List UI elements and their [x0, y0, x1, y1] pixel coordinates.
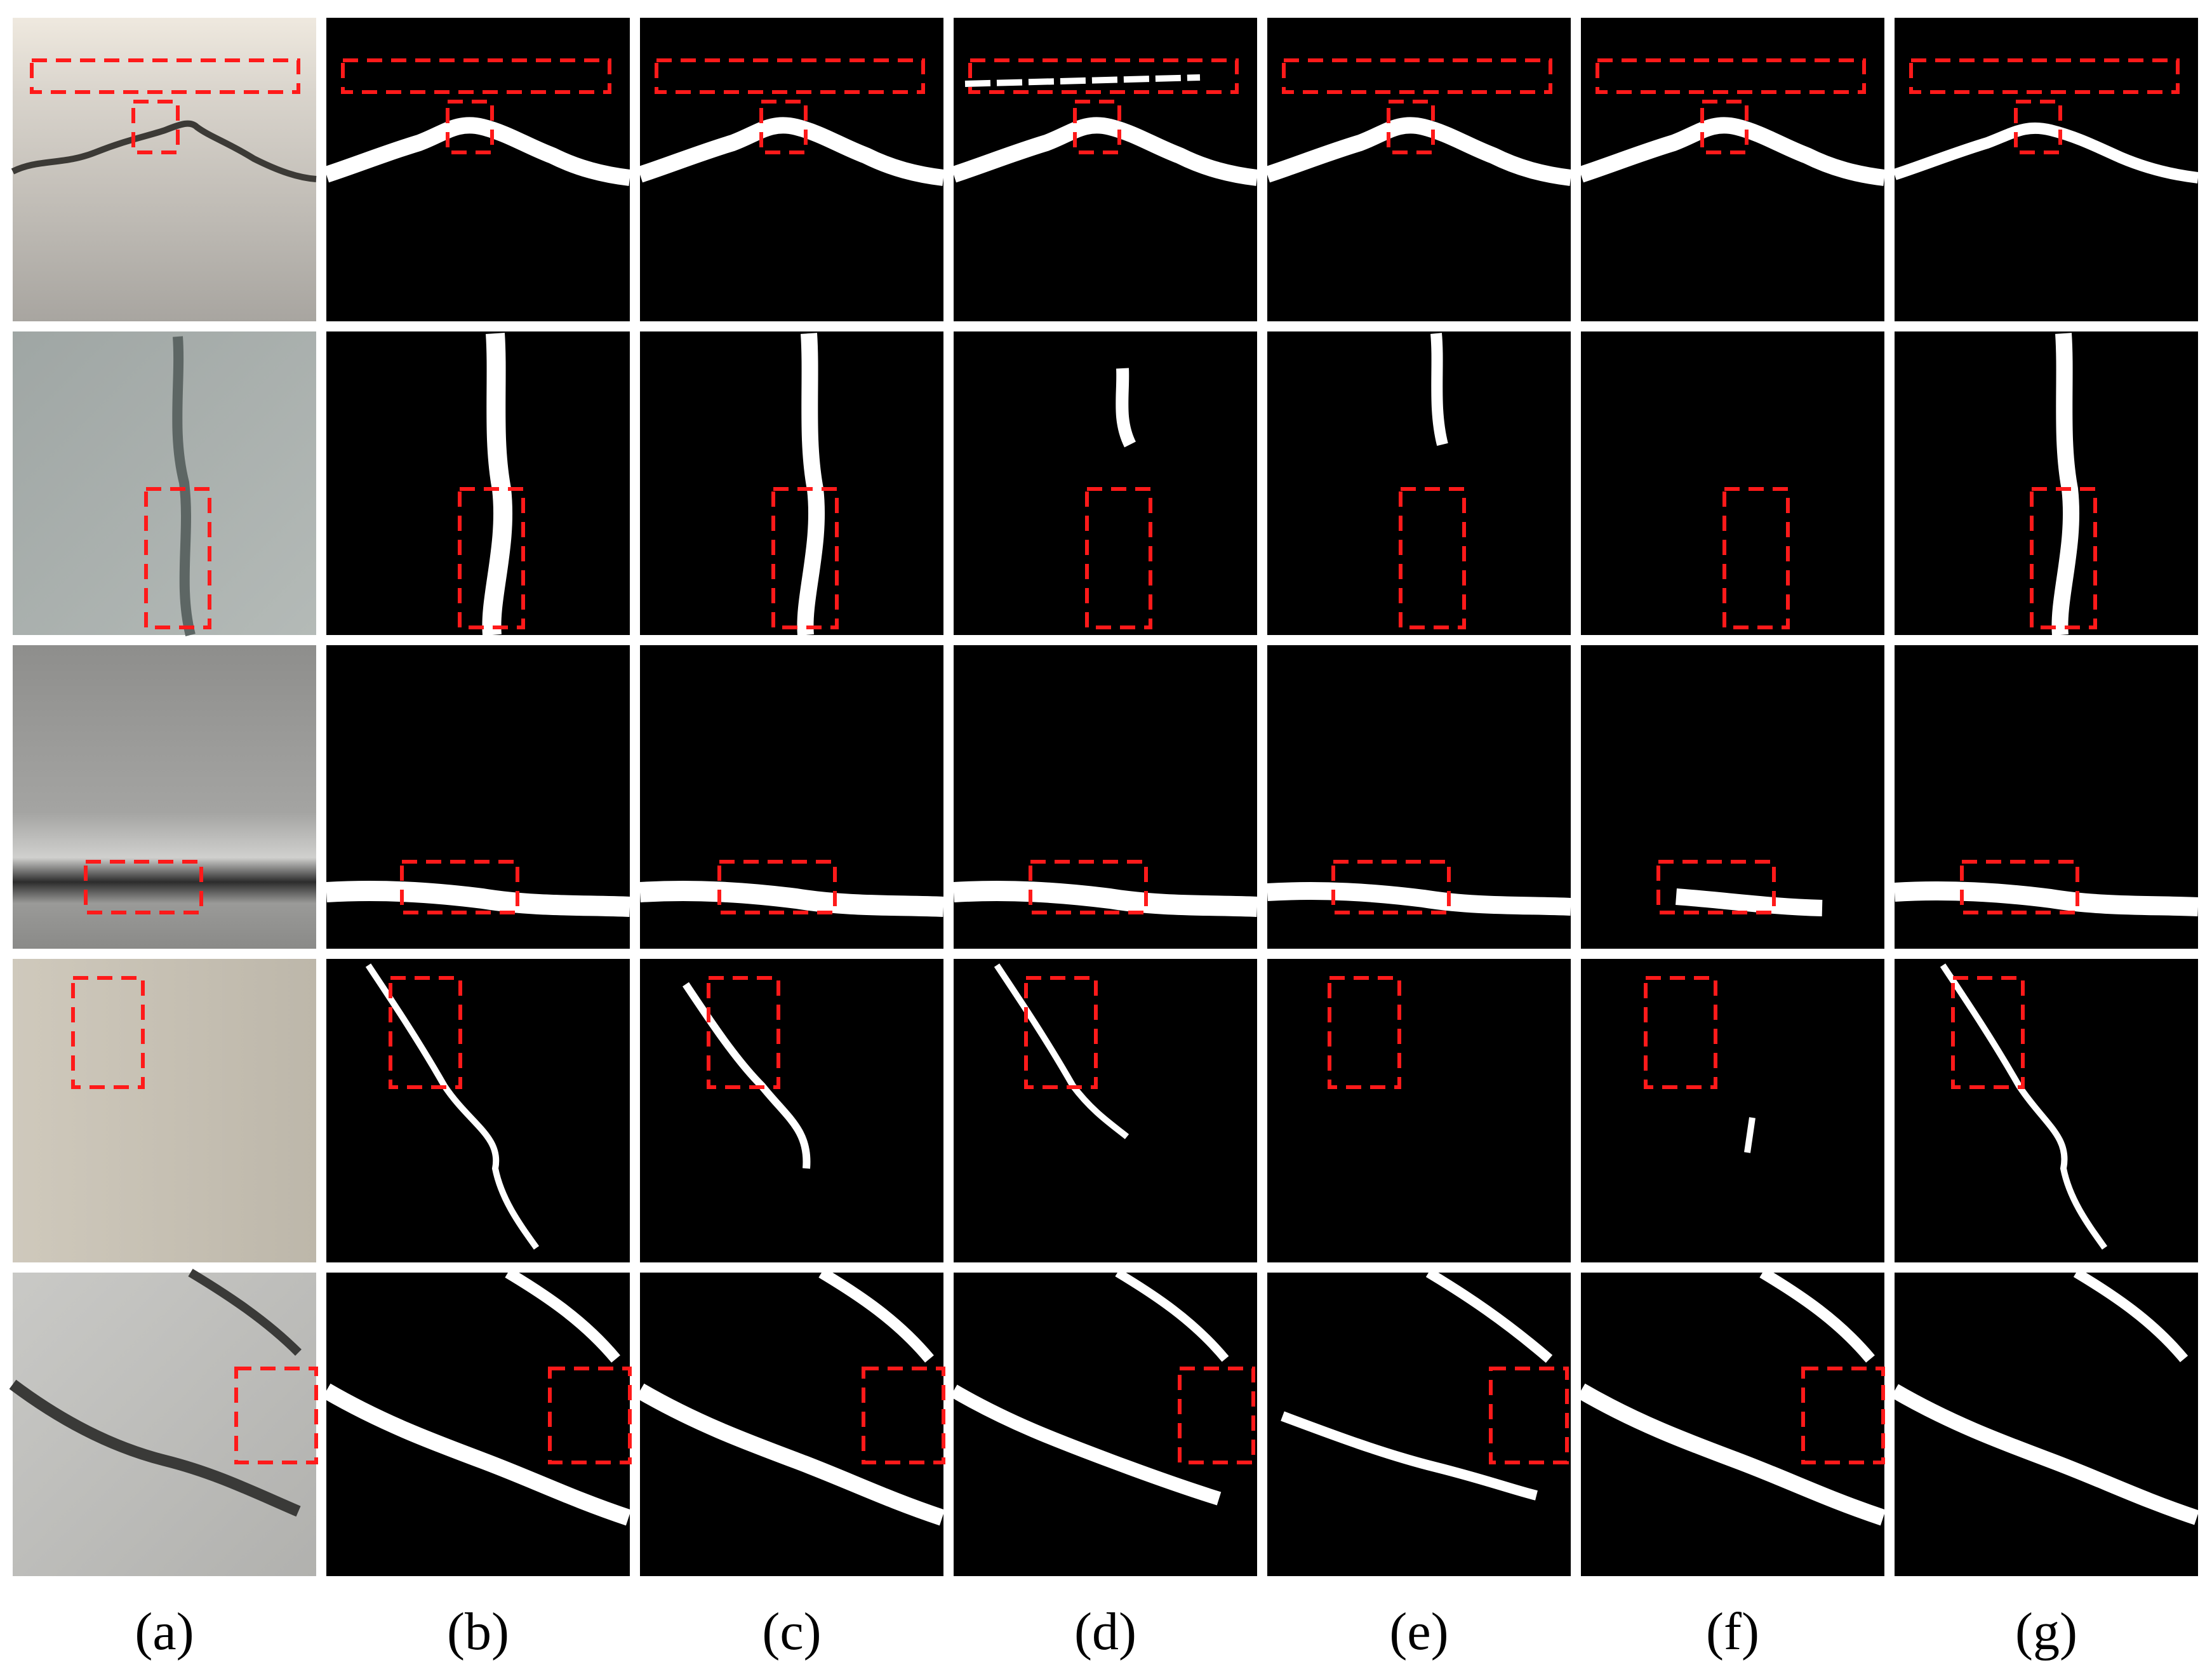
- row-4: [13, 959, 2198, 1262]
- column-label-b: (b): [447, 1602, 509, 1661]
- highlight-box: [1801, 1367, 1885, 1464]
- row-3: [13, 645, 2199, 949]
- input-image-r1: [11, 18, 317, 321]
- mask-r3-b: [326, 645, 630, 949]
- mask-r4-c: [640, 959, 943, 1262]
- highlight-box: [1489, 1367, 1569, 1464]
- highlight-box: [1951, 976, 2025, 1089]
- column-label-f: (f): [1706, 1602, 1759, 1661]
- highlight-box: [1331, 860, 1451, 914]
- mask-r2-f: [1581, 331, 1884, 635]
- highlight-box: [968, 58, 1239, 94]
- highlight-box: [707, 976, 780, 1089]
- highlight-box: [717, 860, 837, 914]
- highlight-box: [458, 487, 525, 629]
- highlight-box: [30, 58, 300, 94]
- highlight-box: [1960, 860, 2079, 914]
- mask-r3-c: [639, 645, 944, 949]
- mask-r3-d: [953, 645, 1258, 949]
- mask-r2-d: [954, 331, 1257, 635]
- mask-r2-b: [326, 331, 630, 636]
- mask-r4-b: [326, 959, 630, 1262]
- input-image-r5: [9, 1268, 316, 1576]
- mask-r1-d: [950, 18, 1258, 321]
- highlight-box: [2030, 487, 2097, 629]
- highlight-box: [1085, 487, 1152, 629]
- highlight-box: [1399, 487, 1466, 629]
- mask-r1-g: [1893, 18, 2199, 321]
- highlight-box: [1029, 860, 1148, 914]
- input-image-r3: [13, 645, 316, 949]
- highlight-box: [1656, 860, 1776, 914]
- highlight-box: [862, 1367, 945, 1464]
- mask-r2-g: [1895, 331, 2198, 636]
- highlight-box: [144, 487, 211, 629]
- mask-r2-c: [640, 331, 943, 636]
- mask-r1-e: [1264, 18, 1572, 321]
- mask-r4-e: [1267, 959, 1571, 1262]
- highlight-box: [234, 1367, 318, 1464]
- highlight-box: [1328, 976, 1401, 1089]
- mask-r5-b: [322, 1268, 632, 1576]
- highlight-box: [71, 976, 145, 1089]
- highlight-box: [1024, 976, 1098, 1089]
- highlight-box: [1596, 58, 1866, 94]
- column-label-g: (g): [2015, 1602, 2077, 1661]
- highlight-box: [1909, 58, 2180, 94]
- highlight-box: [389, 976, 462, 1089]
- highlight-box: [548, 1367, 632, 1464]
- mask-r5-g: [1890, 1268, 2199, 1576]
- mask-r3-f: [1581, 645, 1884, 949]
- highlight-box: [1282, 58, 1552, 94]
- row-5: [9, 1268, 2199, 1576]
- highlight-box: [400, 860, 519, 914]
- highlight-box: [1722, 487, 1790, 629]
- mask-r4-g: [1895, 959, 2198, 1262]
- mask-r5-d: [950, 1268, 1257, 1576]
- mask-r1-f: [1578, 18, 1886, 321]
- highlight-box: [84, 860, 203, 914]
- highlight-boxes: [30, 58, 2180, 1464]
- column-label-e: (e): [1389, 1602, 1449, 1661]
- mask-r5-e: [1267, 1268, 1571, 1576]
- mask-r1-c: [637, 18, 945, 321]
- mask-r4-d: [954, 959, 1257, 1262]
- row-2: [13, 331, 2198, 636]
- highlight-box: [1644, 976, 1717, 1089]
- row-1: [11, 18, 2199, 321]
- mask-r3-e: [1267, 645, 1571, 949]
- mask-r2-e: [1267, 331, 1571, 635]
- mask-r3-g: [1894, 645, 2199, 949]
- highlight-box: [771, 487, 839, 629]
- column-label-a: (a): [135, 1602, 194, 1661]
- input-image-r4: [13, 959, 316, 1262]
- highlight-box: [655, 58, 925, 94]
- mask-r4-f: [1581, 959, 1884, 1262]
- highlight-box: [341, 58, 611, 94]
- highlight-box: [1178, 1367, 1255, 1464]
- mask-r5-c: [636, 1268, 945, 1576]
- input-image-r2: [13, 331, 316, 636]
- column-label-c: (c): [762, 1602, 822, 1661]
- column-label-d: (d): [1074, 1602, 1136, 1661]
- mask-r1-b: [323, 18, 631, 321]
- mask-r5-f: [1576, 1268, 1886, 1576]
